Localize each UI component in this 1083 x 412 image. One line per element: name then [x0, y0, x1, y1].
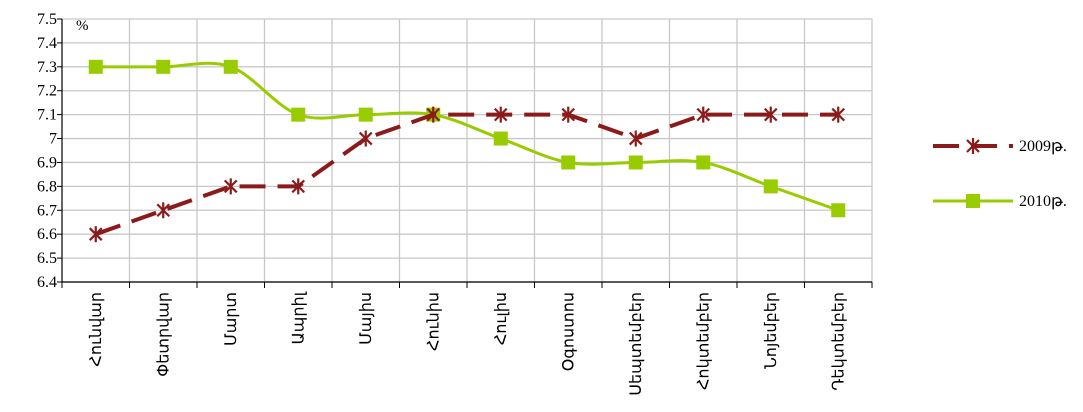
x-tick-label: Դեկտեմբեր — [830, 292, 847, 391]
series-2-point — [628, 155, 643, 170]
y-tick-label: 6.5 — [37, 250, 57, 267]
series-1-point — [628, 130, 643, 147]
x-tick-label: Մայիս — [358, 292, 375, 345]
chart-grid — [62, 18, 873, 283]
series-2-point — [763, 179, 778, 194]
y-unit-label: % — [76, 18, 89, 34]
chart-labels: 6.4 6.5 6.6 6.7 6.8 6.9 7 7.1 7.2 7.3 7.4 7.5 Հունվա… — [37, 11, 847, 396]
series-1-point — [696, 106, 711, 123]
y-tick-label: 6.6 — [37, 226, 57, 243]
x-tick-label: Հունվար — [88, 292, 105, 367]
series-1-point — [493, 106, 508, 123]
series-2-point — [223, 59, 238, 74]
chart-axes — [57, 18, 873, 288]
x-tick-label: Մարտ — [223, 292, 240, 346]
series-1-point — [763, 106, 778, 123]
series-1-line — [95, 112, 839, 237]
y-tick-label: 6.4 — [37, 274, 57, 291]
series-2-point — [493, 131, 508, 146]
y-tick-label: 7.2 — [37, 83, 57, 100]
series-1-point — [156, 202, 171, 219]
x-tick-label: Նոյեմբեր — [763, 292, 780, 369]
legend-series-1-label: 2009թ. — [1019, 138, 1067, 155]
legend-series-1-marker — [966, 138, 980, 154]
x-tick-label: Հոկտեմբեր — [695, 292, 712, 390]
chart-series — [88, 59, 846, 243]
series-1-point — [561, 106, 576, 123]
chart-legend: 2009թ. 2010թ. — [933, 138, 1067, 210]
y-tick-label: 7.1 — [37, 107, 57, 124]
series-2-point — [358, 107, 373, 122]
x-tick-label: Փետրվար — [155, 292, 172, 377]
series-2-point — [156, 59, 171, 74]
series-1-point — [426, 106, 441, 123]
series-2-point — [88, 59, 103, 74]
series-1-point — [223, 178, 238, 195]
y-tick-label: 6.9 — [37, 154, 57, 171]
x-tick-label: Սեպտեմբեր — [628, 292, 645, 396]
y-tick-label: 6.7 — [37, 202, 57, 219]
x-tick-label: Հուլիս — [493, 292, 510, 345]
y-tick-label: 7 — [49, 131, 57, 148]
series-2-point — [561, 155, 576, 170]
series-2-point — [696, 155, 711, 170]
x-tick-label: Հունիս — [425, 292, 442, 351]
legend-series-2-marker — [966, 194, 980, 208]
y-tick-label: 6.8 — [37, 178, 57, 195]
x-tick-label: Ապրիլ — [290, 291, 307, 344]
series-1-point — [291, 178, 306, 195]
series-1-point — [831, 106, 846, 123]
x-tick-label: Օգոստոս — [560, 292, 577, 371]
series-1-point — [358, 130, 373, 147]
series-1-point — [88, 226, 103, 243]
legend-series-2-label: 2010թ. — [1019, 193, 1067, 210]
y-tick-label: 7.3 — [37, 59, 57, 76]
y-tick-label: 7.5 — [37, 11, 57, 28]
series-2-point — [831, 203, 846, 218]
series-2-point — [291, 107, 306, 122]
y-tick-label: 7.4 — [37, 35, 57, 52]
